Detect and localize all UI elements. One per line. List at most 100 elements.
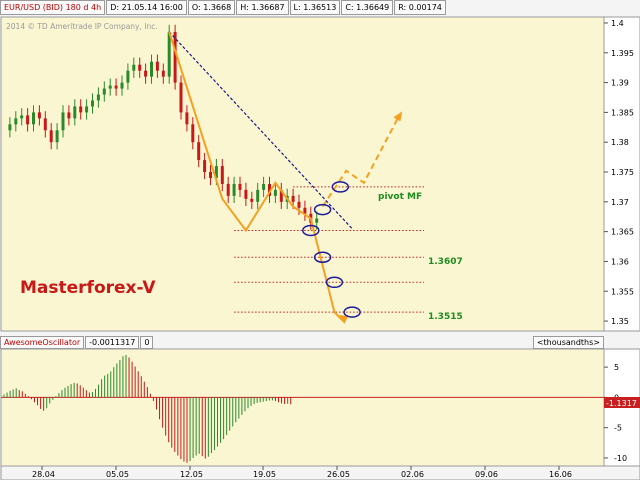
target-circle [313,203,332,216]
price-tick-label: 1.36 [611,257,629,266]
candle-body [126,70,130,83]
time-tick-label: 19.05 [253,470,276,479]
low-readout: L: 1.36513 [289,0,341,15]
high-readout: H: 1.36687 [236,0,289,15]
candle-body [20,115,24,119]
price-tick-label: 1.375 [611,168,634,177]
target-1-label: 1.3607 [428,257,463,267]
candle-body [244,189,248,199]
brand-label: Masterforex-V [20,278,156,298]
price-tick-label: 1.37 [611,198,629,207]
oscillator-name[interactable]: AwesomeOscillator [0,336,85,349]
candle-body [303,207,307,214]
date-readout: D: 21.05.14 16:00 [106,0,187,15]
candle-body [55,130,59,143]
time-tick-label: 28.04 [32,470,55,479]
candle-body [91,100,94,107]
oscillator-value: -0.0011317 [85,336,140,349]
candle-body [14,118,18,125]
osc-current-badge [604,397,640,408]
candle-body [144,70,148,77]
close-readout: C: 1.36649 [341,0,394,15]
projection-line [321,114,401,208]
candle-body [209,172,212,178]
candle-body [256,189,260,202]
candle-body [197,142,201,161]
target-circle [302,224,320,237]
time-tick-label: 16.06 [549,470,572,479]
candle-body [291,195,295,202]
candle-body [191,124,195,143]
candle-body [279,189,283,202]
oscillator-panel [0,348,605,467]
candle-body [32,112,35,125]
candle-body [232,183,236,196]
candle-body [132,64,136,71]
price-tick-label: 1.395 [611,49,634,58]
candle-body [43,118,47,131]
oscillator-header: AwesomeOscillator -0.0011317 0 [0,336,154,350]
target-circle [331,181,350,193]
target-circle [343,306,361,318]
osc-tick-label: -10 [614,454,627,463]
time-axis [0,465,640,480]
candle-body [226,183,230,196]
price-tick-label: 1.39 [611,79,629,88]
candle-body [150,61,153,77]
price-tick-label: 1.4 [611,19,624,28]
price-tick-label: 1.355 [611,287,634,296]
candle-body [262,183,266,190]
time-tick-label: 09.06 [475,470,498,479]
candle-body [138,64,142,71]
pivot-label: pivot MF [378,192,422,202]
candle-body [96,94,100,101]
target-circle [325,276,344,289]
candle-body [120,82,124,89]
candle-body [220,166,224,184]
projection-arrowhead [393,111,403,122]
time-tick-label: 26.05 [327,470,350,479]
candle-body [102,88,106,95]
price-tick-label: 1.35 [611,317,629,326]
candle-body [26,115,30,125]
candle-body [79,106,83,113]
osc-tick-label: 5 [614,363,619,372]
target-2-label: 1.3515 [428,312,463,322]
oscillator-param: 0 [140,336,154,349]
candle-body [273,189,277,196]
price-tick-label: 1.385 [611,108,634,117]
candle-body [49,130,53,143]
osc-tick-label: -5 [614,424,622,433]
candle-body [108,85,112,89]
osc-current-label: -1.1317 [606,399,637,408]
candle-body [67,112,71,119]
symbol-label[interactable]: EUR/USD (BID) 180 d 4h [0,0,106,15]
watermark: 2014 © TD Ameritrade IP Company, Inc. [6,22,158,31]
time-tick-label: 12.05 [180,470,203,479]
candle-body [185,112,189,125]
candle-body [37,112,41,119]
candle-body [155,61,159,71]
candle-body [61,112,65,131]
oscillator-units: <thousandths> [532,336,604,349]
time-tick-label: 02.06 [401,470,424,479]
candle-body [167,31,171,77]
target-circle [313,251,332,264]
candle-body [85,106,89,113]
zigzag-arrowhead [339,315,349,325]
candle-body [161,70,165,77]
candle-body [73,106,77,119]
candle-body [173,31,177,83]
range-readout: R: 0.00174 [394,0,446,15]
price-tick-label: 1.38 [611,138,629,147]
time-tick-label: 05.05 [106,470,129,479]
candle-body [203,160,207,173]
price-header: EUR/USD (BID) 180 d 4h D: 21.05.14 16:00… [0,0,447,16]
candle-body [114,85,118,89]
candle-body [297,201,301,208]
zigzag-line [168,31,344,322]
candle-body [238,183,242,190]
candle-body [179,82,183,113]
